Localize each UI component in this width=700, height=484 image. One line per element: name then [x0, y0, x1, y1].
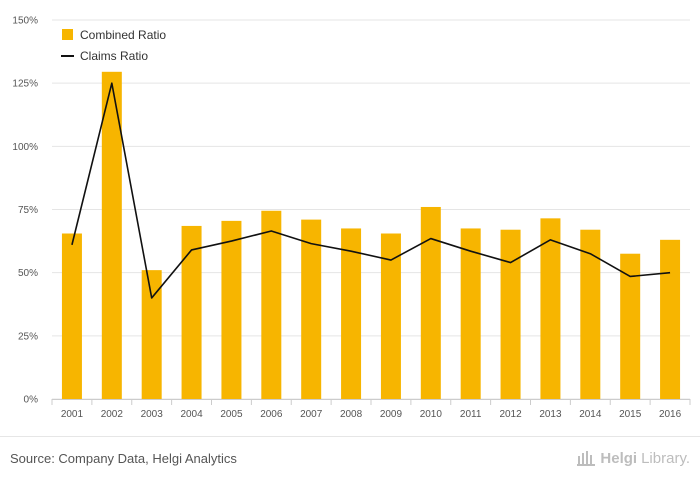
legend-swatch-combined-ratio — [62, 29, 73, 40]
library-building-icon — [577, 451, 596, 466]
x-tick-label: 2003 — [141, 409, 164, 420]
bar-combined-ratio — [380, 233, 401, 399]
x-tick-label: 2002 — [101, 409, 124, 420]
x-tick-label: 2014 — [579, 409, 602, 420]
bar-combined-ratio — [460, 228, 481, 399]
bar-combined-ratio — [61, 233, 82, 399]
y-tick-label: 25% — [18, 331, 38, 342]
bar-combined-ratio — [301, 219, 322, 399]
source-note: Source: Company Data, Helgi Analytics — [10, 451, 237, 466]
bar-combined-ratio — [500, 229, 521, 399]
bar-combined-ratio — [181, 225, 202, 399]
line-claims-ratio — [71, 82, 671, 299]
y-tick-label: 0% — [24, 395, 39, 406]
x-tick-label: 2006 — [260, 409, 283, 420]
x-tick-label: 2016 — [659, 409, 682, 420]
bar-combined-ratio — [101, 71, 122, 400]
x-tick-label: 2010 — [420, 409, 443, 420]
x-tick-label: 2012 — [499, 409, 522, 420]
bar-combined-ratio — [540, 218, 561, 399]
y-tick-label: 50% — [18, 268, 38, 279]
y-tick-label: 125% — [12, 79, 38, 90]
x-tick-label: 2011 — [460, 409, 482, 420]
bar-combined-ratio — [221, 220, 242, 399]
y-tick-label: 150% — [12, 16, 38, 27]
x-tick-label: 2015 — [619, 409, 642, 420]
x-tick-label: 2007 — [300, 409, 323, 420]
legend-label-combined-ratio: Combined Ratio — [80, 28, 166, 42]
brand-logo[interactable]: Helgi Library. — [576, 449, 690, 467]
brand-name-light: Library. — [641, 449, 690, 467]
chart-footer: Source: Company Data, Helgi Analytics He… — [0, 436, 700, 484]
x-tick-label: 2013 — [539, 409, 562, 420]
y-tick-label: 75% — [18, 205, 38, 216]
x-tick-label: 2008 — [340, 409, 363, 420]
bar-combined-ratio — [420, 206, 441, 399]
x-tick-label: 2005 — [220, 409, 243, 420]
chart-area: 0% 25% 50% 75% 100% 125% 150% 2001 2002 2003 2004 2… — [12, 16, 691, 420]
legend-label-claims-ratio: Claims Ratio — [80, 49, 148, 63]
y-tick-label: 100% — [12, 142, 38, 153]
bar-combined-ratio — [261, 210, 282, 399]
bar-combined-ratio — [580, 229, 601, 399]
x-tick-label: 2004 — [180, 409, 203, 420]
bar-combined-ratio — [341, 228, 362, 399]
brand-name-bold: Helgi — [600, 449, 638, 467]
x-tick-label: 2009 — [380, 409, 403, 420]
x-tick-label: 2001 — [61, 409, 84, 420]
bar-combined-ratio — [660, 239, 681, 399]
bar-combined-ratio — [620, 253, 641, 399]
bar-combined-ratio — [141, 270, 162, 399]
